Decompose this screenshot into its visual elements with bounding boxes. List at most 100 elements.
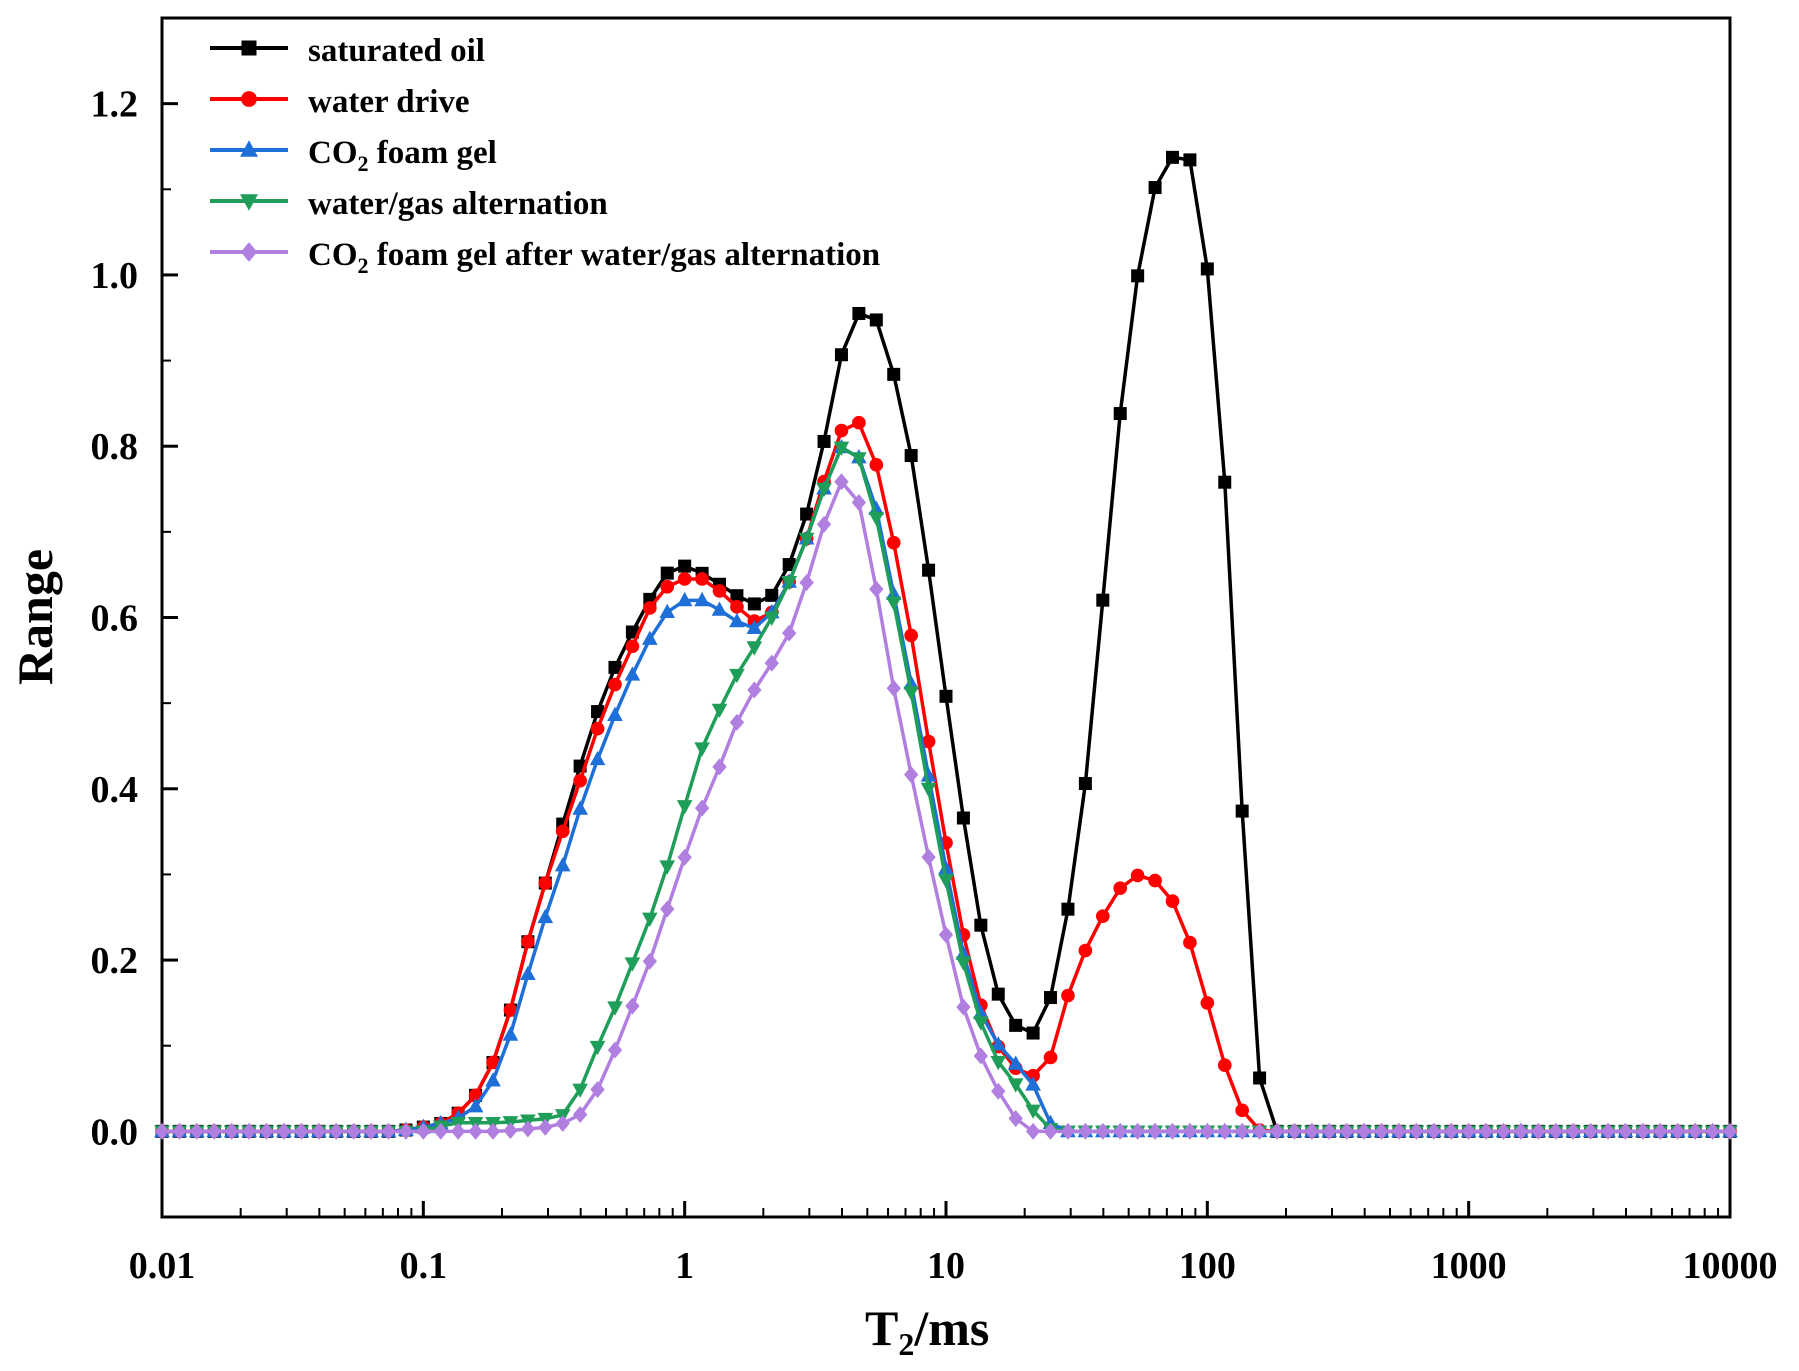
data-point [451, 1122, 466, 1140]
data-point [746, 619, 763, 635]
data-point [538, 1118, 553, 1136]
data-point [1061, 988, 1075, 1003]
legend-label-main: CO [308, 135, 358, 171]
series-line [162, 478, 1730, 1134]
data-point [763, 611, 780, 626]
legend-item: saturated oil [210, 33, 485, 69]
data-point [433, 1122, 448, 1140]
data-point [1043, 1122, 1058, 1140]
data-point [782, 558, 796, 572]
data-point [1078, 943, 1093, 958]
data-point [485, 1122, 501, 1140]
series-line [162, 155, 1730, 1134]
data-point [955, 956, 972, 971]
legend-marker [240, 194, 258, 211]
data-point [1025, 1076, 1041, 1091]
legend-label-sub: 2 [358, 151, 369, 176]
y-tick-label: 0.0 [91, 1111, 139, 1153]
data-point [502, 1026, 519, 1041]
data-point [311, 1122, 326, 1140]
data-point [1235, 1103, 1250, 1118]
x-tick-label: 100 [1179, 1245, 1236, 1287]
data-point [1391, 1122, 1407, 1140]
data-point [660, 579, 675, 594]
data-point [782, 624, 797, 642]
data-point [990, 1055, 1007, 1071]
data-point [1426, 1122, 1441, 1140]
data-point [589, 1040, 606, 1056]
data-point [625, 639, 640, 654]
series-line [162, 420, 1730, 1134]
data-point [224, 1122, 239, 1140]
data-point [294, 1122, 309, 1140]
data-point [991, 987, 1005, 1001]
data-point [572, 1083, 588, 1098]
x-tick-label: 0.01 [129, 1245, 196, 1287]
data-point [642, 952, 657, 970]
data-point [172, 1122, 187, 1140]
data-point [1217, 1058, 1232, 1073]
data-point [590, 1081, 605, 1098]
data-point [1165, 1122, 1180, 1140]
x-tick-label: 0.1 [400, 1245, 448, 1287]
data-point [1618, 1122, 1633, 1140]
data-point [974, 918, 988, 932]
data-point [729, 668, 745, 684]
data-point [852, 306, 866, 320]
legend-label-rest: foam gel after water/gas alternation [369, 237, 881, 273]
data-point [729, 713, 745, 731]
legend-label-main: water drive [308, 84, 470, 120]
data-point [346, 1122, 361, 1140]
legend-label-rest: foam gel [369, 135, 497, 171]
data-point [868, 500, 885, 515]
series-water-drive [155, 415, 1737, 1139]
data-point [729, 612, 745, 628]
data-point [678, 559, 692, 573]
data-point [1705, 1122, 1720, 1140]
data-point [1235, 804, 1249, 818]
data-point [589, 750, 606, 766]
y-axis-title: Range [7, 549, 63, 685]
data-point [555, 1115, 570, 1132]
data-point [1113, 407, 1127, 421]
data-point [537, 908, 554, 924]
data-point [1339, 1122, 1354, 1140]
data-point [659, 860, 676, 875]
data-point [1496, 1122, 1511, 1140]
data-point [1217, 1122, 1232, 1140]
data-point [1078, 777, 1092, 791]
data-point [991, 1082, 1006, 1100]
data-point [1008, 1110, 1023, 1127]
legend-label: water/gas alternation [308, 186, 608, 222]
legend-marker [240, 242, 258, 262]
data-point [520, 1120, 536, 1138]
data-point [468, 1122, 483, 1140]
data-point [1130, 1122, 1145, 1140]
data-point [607, 706, 623, 721]
data-point [381, 1122, 396, 1140]
data-point [624, 957, 641, 972]
legend-label: saturated oil [308, 33, 485, 69]
data-point [955, 945, 972, 960]
series-saturated-oil [155, 150, 1737, 1138]
data-point [676, 800, 693, 815]
data-point [730, 600, 744, 614]
data-point [730, 589, 744, 603]
data-point [1095, 1122, 1110, 1140]
data-point [920, 767, 937, 782]
data-point [660, 566, 674, 580]
data-point [1688, 1122, 1703, 1140]
data-point [607, 1001, 623, 1016]
data-point [904, 449, 918, 463]
data-point [938, 860, 954, 875]
x-tick-label: 10000 [1683, 1245, 1778, 1287]
data-point [817, 434, 831, 448]
legend-marker [241, 91, 257, 107]
data-point [1218, 475, 1232, 489]
data-point [276, 1122, 292, 1140]
data-point [467, 1098, 484, 1113]
legend-item: water drive [210, 84, 470, 120]
data-point [921, 734, 936, 749]
data-point [711, 703, 728, 719]
